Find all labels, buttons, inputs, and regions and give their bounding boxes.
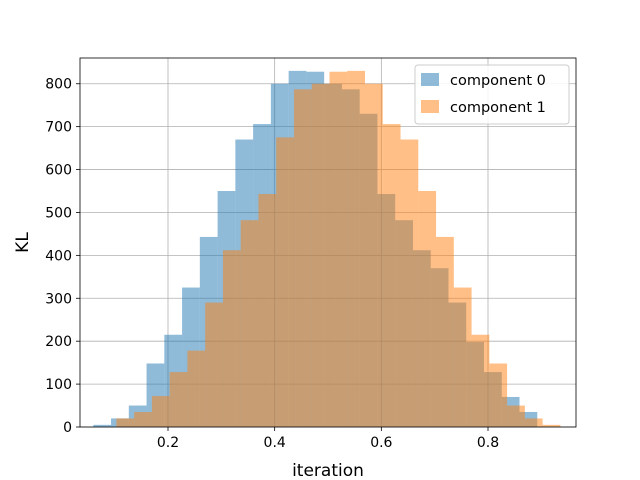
series-1-bar-9 — [276, 137, 294, 427]
legend-box — [414, 64, 570, 125]
y-tick-label-4: 400 — [45, 248, 72, 264]
series-1-bar-0 — [116, 418, 135, 427]
series-1-bar-11 — [311, 83, 330, 427]
y-axis-label: KL — [13, 232, 33, 253]
x-tick-label-1: 0.4 — [264, 435, 286, 451]
axes-frame — [79, 57, 577, 428]
series-1-bar-8 — [258, 194, 277, 427]
series-1-bar-20 — [471, 334, 490, 427]
series-1-bar-16 — [400, 139, 419, 427]
y-tick-label-1: 100 — [45, 377, 72, 393]
series-1-bar-6 — [222, 250, 241, 427]
legend: component 0 component 1 — [414, 64, 570, 125]
series-1-bar-22 — [507, 405, 525, 427]
series-1-bar-23 — [524, 418, 543, 427]
y-tick-label-8: 800 — [45, 77, 72, 93]
series-1-bar-17 — [418, 191, 437, 427]
x-tick-label-3: 0.8 — [477, 435, 499, 451]
series-1-bar-4 — [187, 350, 206, 427]
legend-swatch-0 — [421, 73, 439, 86]
legend-label-1: component 1 — [450, 100, 546, 116]
series-1 — [116, 70, 561, 428]
y-tick-label-0: 0 — [63, 420, 72, 436]
series-1-bar-10 — [293, 89, 312, 428]
series-1-bar-5 — [205, 302, 223, 427]
series-1-bar-3 — [169, 372, 188, 427]
series-1-bar-21 — [489, 363, 508, 427]
histogram-bars — [93, 70, 561, 428]
tick-marks: 0.2 0.4 0.6 0.8 0 100 200 300 400 500 600 700 800 — [45, 77, 499, 451]
legend-swatch-1 — [421, 100, 439, 113]
x-axis-label: iteration — [292, 461, 364, 480]
y-tick-label-5: 500 — [45, 205, 72, 221]
series-1-bar-19 — [453, 287, 472, 427]
series-1-bar-2 — [151, 396, 170, 427]
legend-label-0: component 0 — [450, 73, 546, 89]
series-0-bar-0 — [93, 424, 112, 427]
series-1-bar-7 — [240, 220, 259, 427]
series-1-bar-24 — [542, 424, 561, 427]
y-tick-label-6: 600 — [45, 163, 72, 179]
series-1-bar-15 — [382, 124, 401, 427]
y-tick-label-2: 200 — [45, 334, 72, 350]
y-tick-label-7: 700 — [45, 120, 72, 136]
x-tick-label-2: 0.6 — [370, 435, 392, 451]
series-1-bar-18 — [436, 236, 454, 427]
series-1-bar-1 — [134, 411, 152, 427]
series-1-bar-13 — [347, 70, 366, 427]
y-tick-label-3: 300 — [45, 291, 72, 307]
x-tick-label-0: 0.2 — [157, 435, 179, 451]
series-1-bar-12 — [329, 71, 348, 428]
series-1-bar-14 — [365, 83, 383, 427]
